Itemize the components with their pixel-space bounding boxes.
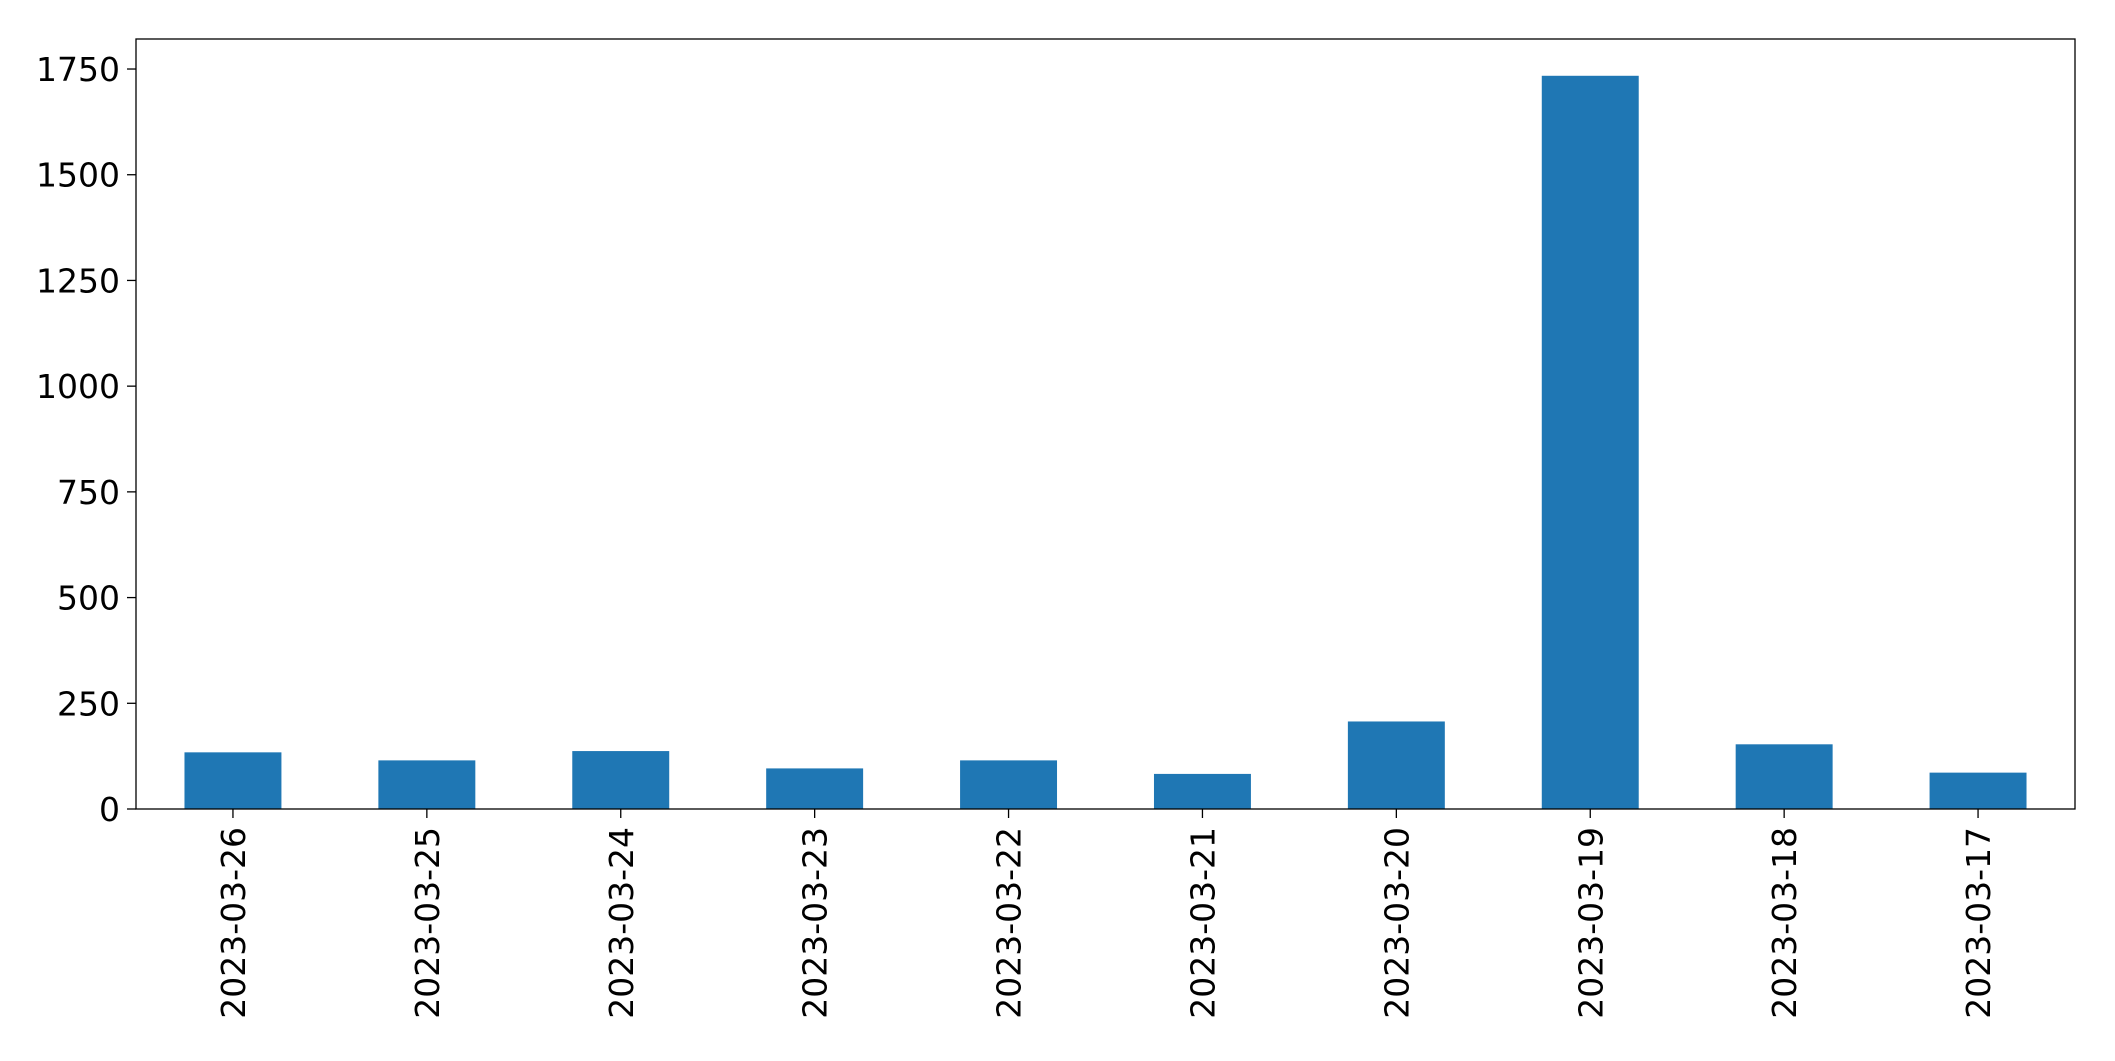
plot-frame <box>135 38 2076 810</box>
bar <box>1153 773 1251 809</box>
y-tick-label: 1000 <box>36 367 120 406</box>
bar <box>1541 75 1639 809</box>
x-tick-label: 2023-03-18 <box>1765 827 1804 1019</box>
y-tick-label: 0 <box>99 790 120 829</box>
bar <box>572 751 670 809</box>
y-tick-label: 250 <box>57 684 120 723</box>
y-tick-label: 750 <box>57 473 120 512</box>
y-tick-label: 500 <box>57 579 120 618</box>
bar <box>1735 744 1833 809</box>
bar <box>378 760 476 809</box>
y-tick-label: 1250 <box>36 261 120 300</box>
y-tick-label: 1500 <box>36 156 120 195</box>
x-tick-label: 2023-03-21 <box>1183 827 1222 1019</box>
x-tick-label: 2023-03-19 <box>1571 827 1610 1019</box>
x-tick-label: 2023-03-24 <box>602 827 641 1019</box>
bar <box>960 760 1058 809</box>
x-tick-label: 2023-03-17 <box>1959 827 1998 1019</box>
x-tick-label: 2023-03-26 <box>214 827 253 1019</box>
x-tick-label: 2023-03-25 <box>408 827 447 1019</box>
x-tick-label: 2023-03-20 <box>1377 827 1416 1019</box>
x-tick-label: 2023-03-22 <box>990 827 1029 1019</box>
bar <box>1929 772 2027 809</box>
x-tick-label: 2023-03-23 <box>796 827 835 1019</box>
y-tick-label: 1750 <box>36 50 120 89</box>
bar <box>184 752 282 809</box>
bar <box>1347 721 1445 809</box>
bar <box>766 768 864 809</box>
